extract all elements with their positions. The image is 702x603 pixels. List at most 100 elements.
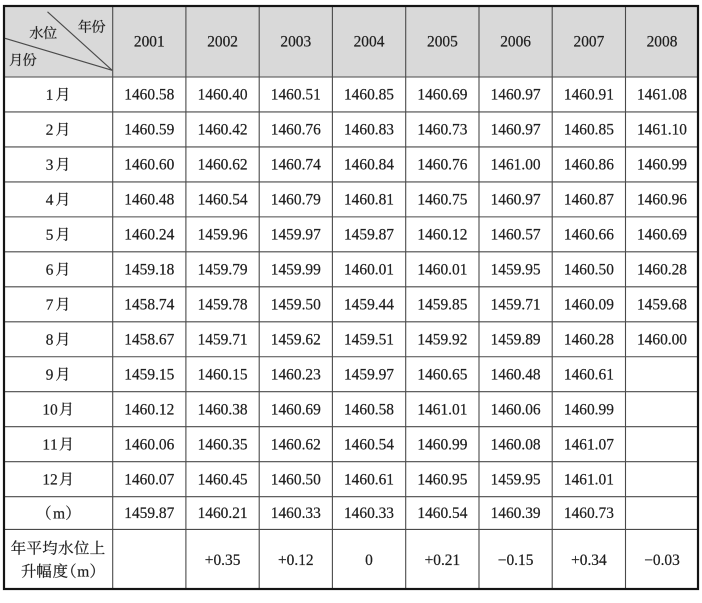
svg-text:1459.96: 1459.96 <box>198 227 248 244</box>
svg-text:1458.67: 1458.67 <box>124 331 174 348</box>
svg-text:1460.51: 1460.51 <box>271 87 321 104</box>
svg-text:1459.85: 1459.85 <box>417 296 467 313</box>
svg-text:1460.59: 1460.59 <box>124 122 174 139</box>
svg-text:1459.18: 1459.18 <box>124 261 174 278</box>
svg-text:1460.28: 1460.28 <box>564 331 614 348</box>
svg-text:1460.62: 1460.62 <box>271 436 321 453</box>
svg-text:1459.15: 1459.15 <box>124 366 174 383</box>
svg-text:1460.06: 1460.06 <box>124 436 174 453</box>
svg-text:1460.40: 1460.40 <box>198 87 248 104</box>
svg-text:1460.87: 1460.87 <box>564 192 614 209</box>
svg-text:1460.48: 1460.48 <box>124 192 174 209</box>
svg-text:+0.12: +0.12 <box>278 552 314 569</box>
svg-text:1460.08: 1460.08 <box>491 436 541 453</box>
svg-text:1460.99: 1460.99 <box>564 401 614 418</box>
svg-text:1460.73: 1460.73 <box>564 505 614 522</box>
svg-text:1460.58: 1460.58 <box>124 87 174 104</box>
svg-text:1460.97: 1460.97 <box>491 122 541 139</box>
svg-text:1460.48: 1460.48 <box>491 366 541 383</box>
svg-text:1460.97: 1460.97 <box>491 192 541 209</box>
svg-text:1460.01: 1460.01 <box>344 261 394 278</box>
svg-text:1461.08: 1461.08 <box>637 87 687 104</box>
svg-text:1459.71: 1459.71 <box>491 296 541 313</box>
svg-text:1459.78: 1459.78 <box>198 296 248 313</box>
svg-text:1460.76: 1460.76 <box>417 157 467 174</box>
svg-text:1460.23: 1460.23 <box>271 366 321 383</box>
svg-text:1460.85: 1460.85 <box>344 87 394 104</box>
svg-text:1459.89: 1459.89 <box>491 331 541 348</box>
svg-text:1460.73: 1460.73 <box>417 122 467 139</box>
svg-text:1460.86: 1460.86 <box>564 157 614 174</box>
svg-text:1460.65: 1460.65 <box>417 366 467 383</box>
svg-text:1460.85: 1460.85 <box>564 122 614 139</box>
svg-text:1460.83: 1460.83 <box>344 122 394 139</box>
svg-text:2008: 2008 <box>647 34 678 51</box>
svg-text:1458.74: 1458.74 <box>124 296 174 313</box>
svg-text:1460.24: 1460.24 <box>124 227 174 244</box>
svg-text:1460.57: 1460.57 <box>491 227 541 244</box>
svg-text:1460.61: 1460.61 <box>344 471 394 488</box>
svg-text:1460.39: 1460.39 <box>491 505 541 522</box>
svg-text:1460.15: 1460.15 <box>198 366 248 383</box>
svg-text:1459.95: 1459.95 <box>491 261 541 278</box>
svg-text:2006: 2006 <box>500 34 531 51</box>
svg-text:1460.00: 1460.00 <box>637 331 687 348</box>
svg-text:1461.07: 1461.07 <box>564 436 614 453</box>
svg-text:1460.91: 1460.91 <box>564 87 614 104</box>
svg-text:1459.92: 1459.92 <box>417 331 467 348</box>
svg-text:1460.58: 1460.58 <box>344 401 394 418</box>
svg-text:1460.12: 1460.12 <box>124 401 174 418</box>
svg-text:1460.96: 1460.96 <box>637 192 687 209</box>
svg-text:1461.10: 1461.10 <box>637 122 687 139</box>
svg-text:1460.74: 1460.74 <box>271 157 321 174</box>
svg-text:1460.33: 1460.33 <box>271 505 321 522</box>
svg-text:1460.45: 1460.45 <box>198 471 248 488</box>
svg-text:1460.54: 1460.54 <box>417 505 467 522</box>
svg-text:1460.81: 1460.81 <box>344 192 394 209</box>
svg-text:1459.87: 1459.87 <box>124 505 174 522</box>
svg-text:1460.33: 1460.33 <box>344 505 394 522</box>
svg-text:1460.69: 1460.69 <box>417 87 467 104</box>
svg-text:1460.35: 1460.35 <box>198 436 248 453</box>
svg-text:1460.84: 1460.84 <box>344 157 394 174</box>
svg-text:1459.99: 1459.99 <box>271 261 321 278</box>
svg-text:1460.99: 1460.99 <box>637 157 687 174</box>
svg-text:1460.50: 1460.50 <box>564 261 614 278</box>
svg-text:1459.62: 1459.62 <box>271 331 321 348</box>
svg-text:+0.35: +0.35 <box>205 552 241 569</box>
svg-text:1460.62: 1460.62 <box>198 157 248 174</box>
svg-text:0: 0 <box>365 552 373 569</box>
svg-text:1461.01: 1461.01 <box>564 471 614 488</box>
svg-text:1459.68: 1459.68 <box>637 296 687 313</box>
svg-text:1460.38: 1460.38 <box>198 401 248 418</box>
svg-text:1460.69: 1460.69 <box>271 401 321 418</box>
svg-text:−0.15: −0.15 <box>498 552 534 569</box>
svg-text:1459.50: 1459.50 <box>271 296 321 313</box>
svg-text:1459.87: 1459.87 <box>344 227 394 244</box>
svg-text:1459.95: 1459.95 <box>491 471 541 488</box>
svg-text:1461.00: 1461.00 <box>491 157 541 174</box>
svg-text:1460.79: 1460.79 <box>271 192 321 209</box>
svg-text:1460.76: 1460.76 <box>271 122 321 139</box>
svg-text:1460.07: 1460.07 <box>124 471 174 488</box>
svg-text:1460.21: 1460.21 <box>198 505 248 522</box>
svg-text:1460.97: 1460.97 <box>491 87 541 104</box>
svg-text:2002: 2002 <box>207 34 238 51</box>
svg-text:−0.03: −0.03 <box>644 552 680 569</box>
svg-text:2001: 2001 <box>134 34 165 51</box>
svg-text:2005: 2005 <box>427 34 458 51</box>
svg-text:1459.44: 1459.44 <box>344 296 394 313</box>
svg-text:2003: 2003 <box>280 34 311 51</box>
svg-text:1460.09: 1460.09 <box>564 296 614 313</box>
svg-text:1460.95: 1460.95 <box>417 471 467 488</box>
svg-text:1459.79: 1459.79 <box>198 261 248 278</box>
svg-text:1461.01: 1461.01 <box>417 401 467 418</box>
svg-text:1460.69: 1460.69 <box>637 227 687 244</box>
svg-text:1460.01: 1460.01 <box>417 261 467 278</box>
svg-text:1459.51: 1459.51 <box>344 331 394 348</box>
svg-text:1459.97: 1459.97 <box>271 227 321 244</box>
svg-text:1460.54: 1460.54 <box>344 436 394 453</box>
svg-text:1460.54: 1460.54 <box>198 192 248 209</box>
svg-text:1460.42: 1460.42 <box>198 122 248 139</box>
svg-text:1460.61: 1460.61 <box>564 366 614 383</box>
